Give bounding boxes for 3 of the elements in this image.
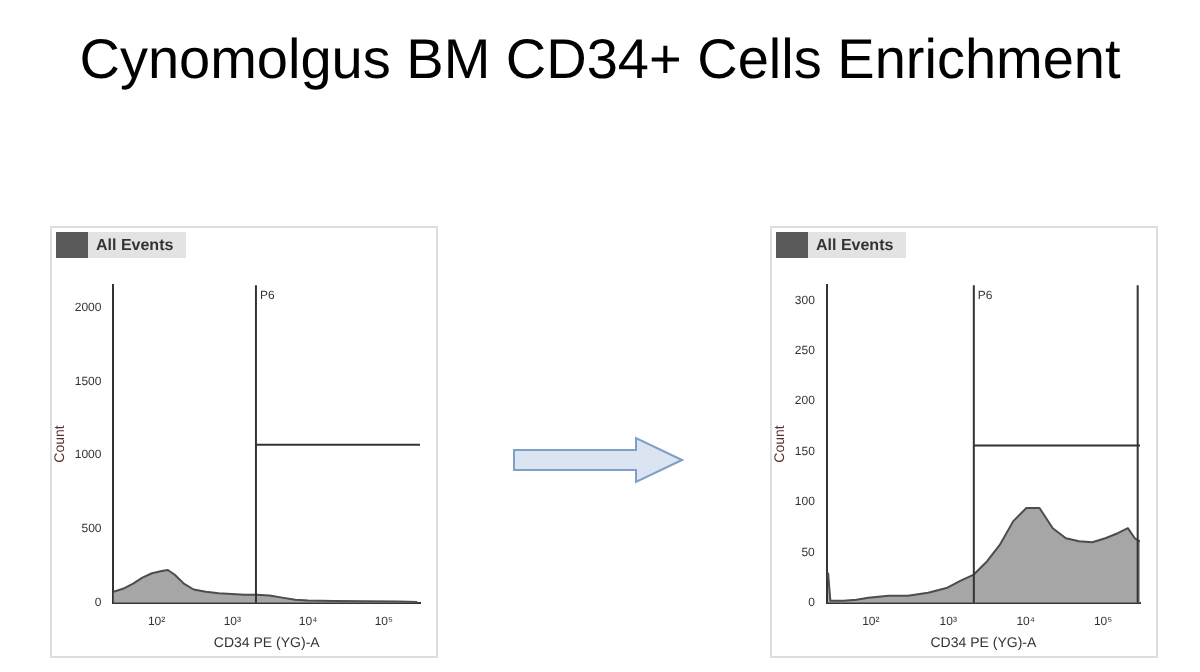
text: Cynomolgus BM CD34+ Cells Enrichment xyxy=(77,28,1123,92)
text: All Events xyxy=(94,236,176,254)
text: All Events xyxy=(814,236,896,254)
